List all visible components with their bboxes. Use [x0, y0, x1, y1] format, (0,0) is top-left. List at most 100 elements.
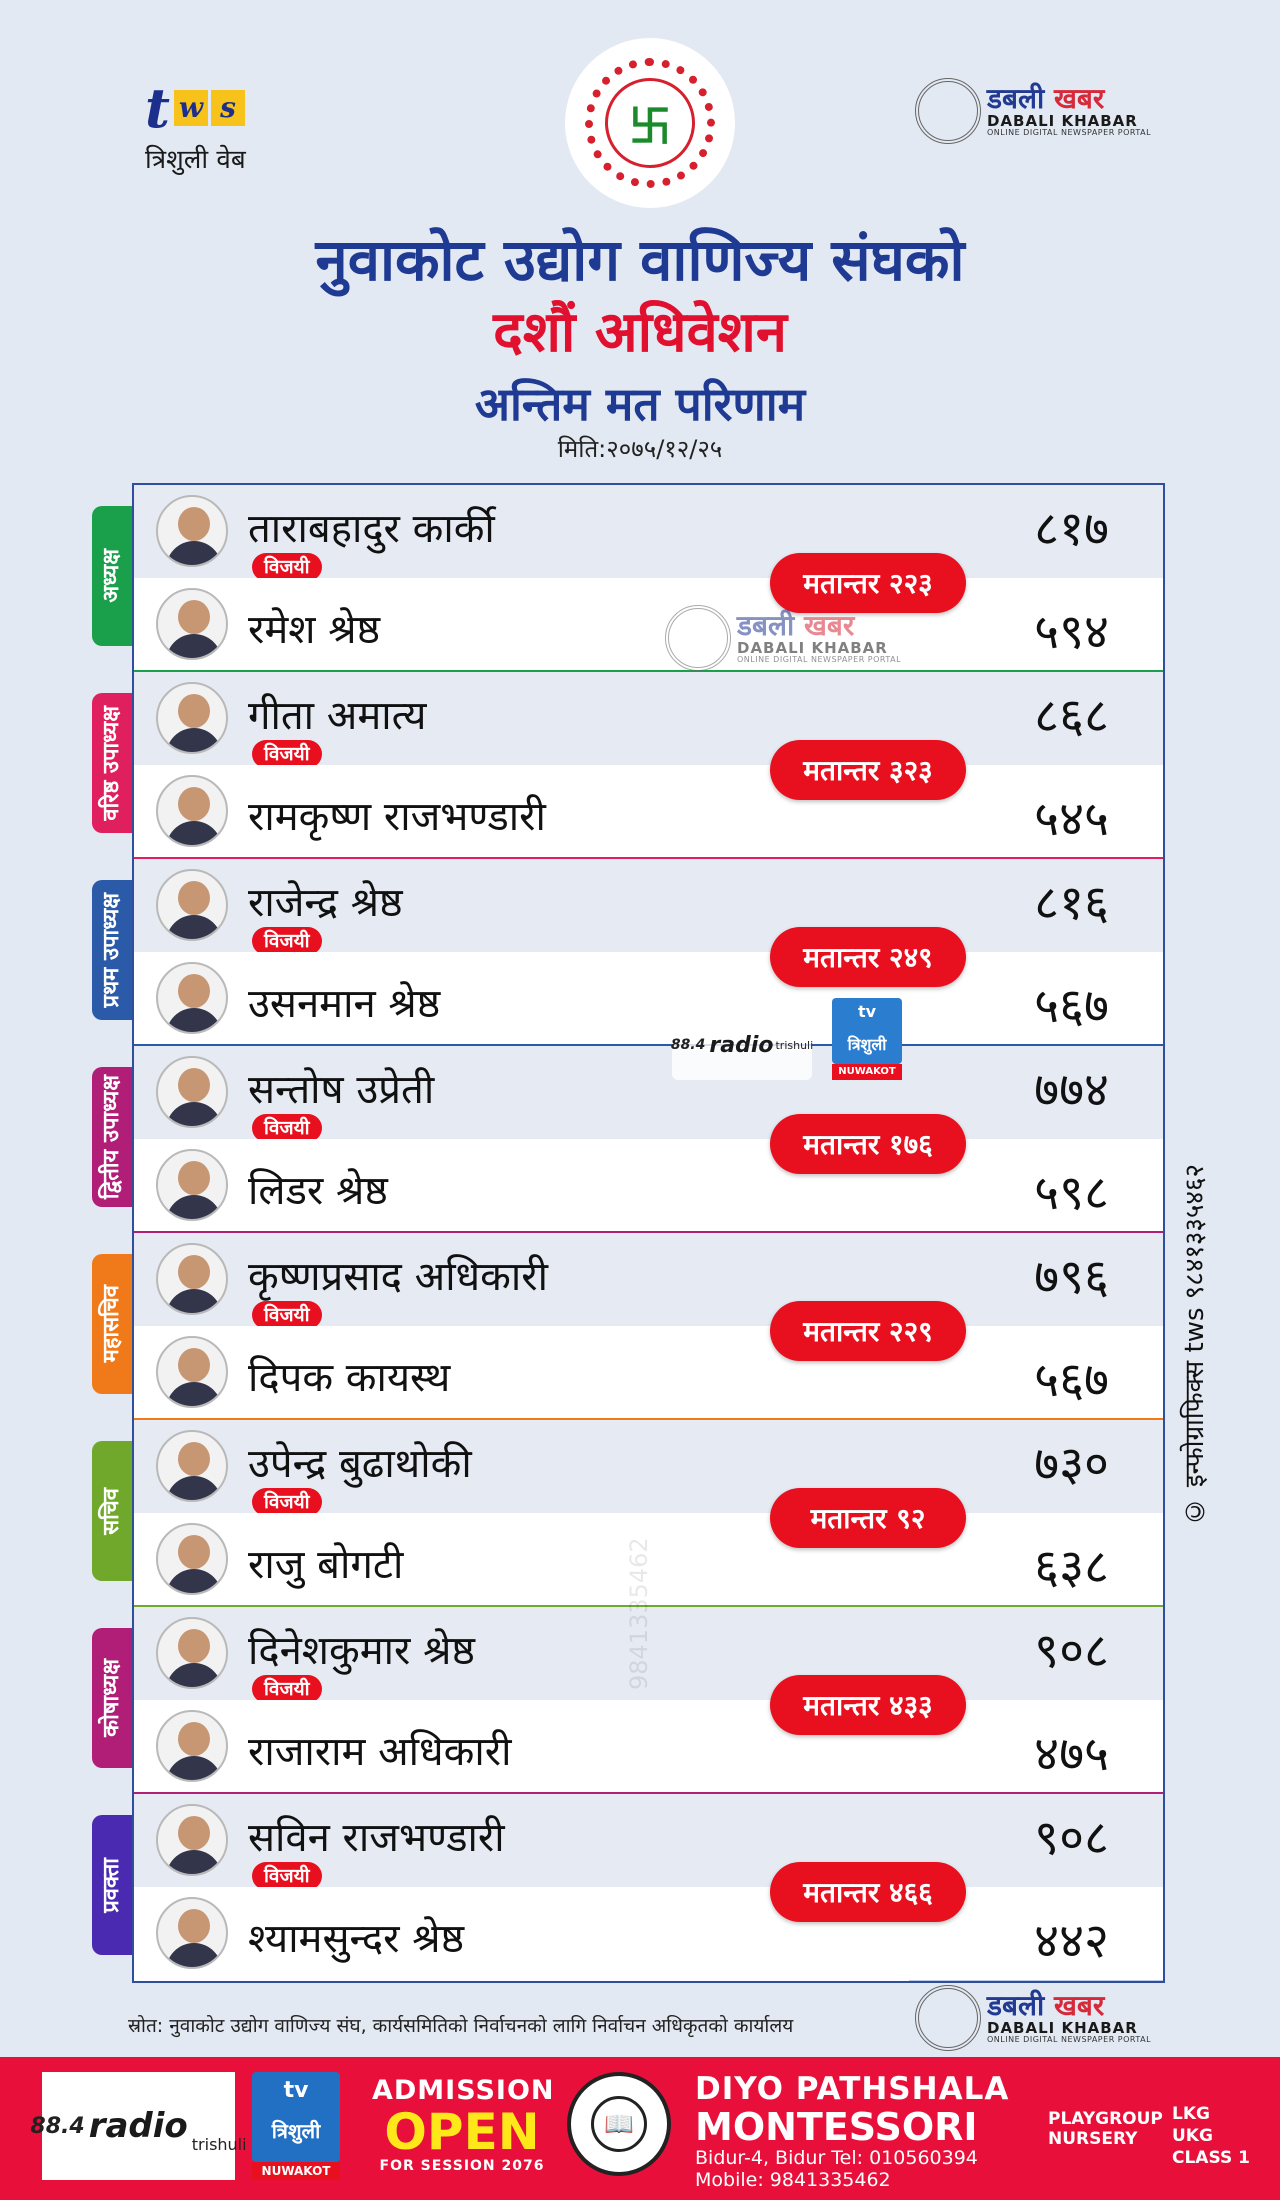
admission-line-1: ADMISSION [372, 2075, 555, 2106]
candidate-name: श्यामसुन्दर श्रेष्ठ [248, 1916, 465, 1962]
vote-margin-pill: मतान्तर ४६६ [770, 1862, 966, 1922]
position-group: राजेन्द्र श्रेष्ठ विजयी ८१६ उसनमान श्रेष्ठ ५… [134, 859, 1163, 1048]
candidate-name: कृष्णप्रसाद अधिकारी [248, 1254, 548, 1300]
avatar [156, 1149, 228, 1221]
winner-badge: विजयी [252, 927, 322, 955]
winner-row: गीता अमात्य विजयी ८६८ [134, 672, 1163, 768]
radio-freq: 88.4 [30, 2113, 85, 2139]
grade-item: NURSERY [1048, 2129, 1138, 2149]
position-title-tab: प्रवक्ता [92, 1815, 132, 1955]
radio-watermark-logo: 88.4 radio trishuli [671, 1010, 814, 1080]
radio-trishuli-logo: 88.4 radio trishuli [30, 2072, 247, 2180]
avatar [156, 775, 228, 847]
radio-word: radio [88, 2106, 188, 2146]
vote-margin-pill: मतान्तर ४३३ [770, 1675, 966, 1735]
infographic-credit: © इन्फोग्राफिक्स tws ९८४१३३५४६२ [1175, 1105, 1215, 1585]
radio-name: trishuli [775, 1038, 814, 1052]
dabali-np-1: डबली [987, 1989, 1045, 2023]
position-group: कृष्णप्रसाद अधिकारी विजयी ७९६ दिपक कायस्थ ५६… [134, 1233, 1163, 1422]
book-icon: 📖 [591, 2096, 647, 2152]
avatar [156, 869, 228, 941]
winner-badge: विजयी [252, 1488, 322, 1516]
tws-letter-w: w [173, 90, 208, 126]
tv-label: tv [283, 2078, 309, 2103]
school-name-2: MONTESSORI [695, 2105, 978, 2149]
tv-label: tv [857, 1002, 877, 1021]
dabali-en: DABALI KHABAR [987, 111, 1138, 130]
radio-name: trishuli [191, 2135, 247, 2154]
candidate-name: उसनमान श्रेष्ठ [248, 981, 441, 1027]
position-group: सन्तोष उप्रेती विजयी ७७४ लिडर श्रेष्ठ ५९८ मता… [134, 1046, 1163, 1235]
position-title-tab: वरिष्ठ उपाध्यक्ष [92, 693, 132, 833]
radio-word: radio [709, 1032, 774, 1058]
credit-text: © इन्फोग्राफिक्स tws ९८४१३३५४६२ [1180, 1164, 1210, 1526]
school-info: DIYO PATHSHALA MONTESSORI Bidur-4, Bidur… [695, 2071, 1009, 2191]
dabali-khabar-logo: डबली खबर DABALI KHABAR ONLINE DIGITAL NE… [915, 78, 1151, 144]
winner-row: सविन राजभण्डारी विजयी ९०८ [134, 1794, 1163, 1890]
tws-logo: t w s त्रिशुली वेब [145, 80, 305, 176]
winner-row: उपेन्द्र बुढाथोकी विजयी ७३० [134, 1420, 1163, 1516]
candidate-name: सन्तोष उप्रेती [248, 1067, 435, 1113]
candidate-name: राजाराम अधिकारी [248, 1729, 512, 1775]
position-title-tab: अध्यक्ष [92, 506, 132, 646]
tv-place: NUWAKOT [252, 2162, 340, 2180]
dabali-tagline: ONLINE DIGITAL NEWSPAPER PORTAL [987, 128, 1152, 138]
grade-item: PLAYGROUP [1048, 2109, 1163, 2129]
winner-badge: विजयी [252, 740, 322, 768]
position-title: सचिव [99, 1487, 124, 1535]
position-group: सविन राजभण्डारी विजयी ९०८ श्यामसुन्दर श्रेष… [134, 1794, 1163, 1981]
ring-icon [915, 1985, 981, 2051]
avatar [156, 682, 228, 754]
winner-row: ताराबहादुर कार्की विजयी ८१७ [134, 485, 1163, 581]
candidate-name: रमेश श्रेष्ठ [248, 607, 381, 653]
vote-count: ५९४ [1034, 604, 1109, 660]
grade-item: CLASS 1 [1172, 2148, 1250, 2168]
avatar [156, 495, 228, 567]
candidate-name: रामकृष्ण राजभण्डारी [248, 794, 546, 840]
chamber-emblem: 卐 [565, 38, 735, 208]
position-title: प्रथम उपाध्यक्ष [99, 892, 124, 1008]
position-title-tab: महासचिव [92, 1254, 132, 1394]
avatar [156, 1710, 228, 1782]
position-title: द्वितीय उपाध्यक्ष [99, 1074, 124, 1200]
avatar [156, 588, 228, 660]
avatar [156, 1243, 228, 1315]
avatar [156, 1336, 228, 1408]
dabali-watermark-logo: डबली खबर DABALI KHABAR ONLINE DIGITAL NE… [665, 605, 901, 671]
dabali-en: DABALI KHABAR [987, 2018, 1138, 2037]
candidate-name: उपेन्द्र बुढाथोकी [248, 1441, 472, 1487]
candidate-name: राजु बोगटी [248, 1542, 404, 1588]
school-address: Bidur-4, Bidur Tel: 010560394 [695, 2147, 978, 2169]
tv-watermark-logo: tv त्रिशुली NUWAKOT [832, 998, 902, 1082]
phone-watermark: 9841335462 [625, 1537, 653, 1690]
school-mobile: Mobile: 9841335462 [695, 2169, 891, 2191]
candidate-name: दिपक कायस्थ [248, 1355, 451, 1401]
candidate-name: ताराबहादुर कार्की [248, 506, 495, 552]
winner-row: दिनेशकुमार श्रेष्ठ विजयी ९०८ [134, 1607, 1163, 1703]
winner-badge: विजयी [252, 1675, 322, 1703]
position-title: अध्यक्ष [99, 549, 124, 603]
vote-count: ५९८ [1034, 1165, 1109, 1221]
runner-up-row: श्यामसुन्दर श्रेष्ठ ४४२ [134, 1887, 1163, 1980]
avatar [156, 1523, 228, 1595]
runner-up-row: दिपक कायस्थ ५६७ [134, 1326, 1163, 1419]
dabali-np-1: डबली [987, 82, 1045, 116]
grade-item: UKG [1172, 2126, 1213, 2146]
results-table: ताराबहादुर कार्की विजयी ८१७ रमेश श्रेष्ठ ५९४… [132, 483, 1165, 1983]
vote-count: ५६७ [1034, 978, 1109, 1034]
winner-badge: विजयी [252, 553, 322, 581]
winner-badge: विजयी [252, 1301, 322, 1329]
school-logo: 📖 [567, 2072, 671, 2176]
vote-margin-pill: मतान्तर ९२ [770, 1488, 966, 1548]
dabali-tagline: ONLINE DIGITAL NEWSPAPER PORTAL [987, 2035, 1152, 2045]
vote-count: ७७४ [1034, 1062, 1109, 1118]
vote-count: ९०८ [1034, 1623, 1109, 1679]
winner-row: राजेन्द्र श्रेष्ठ विजयी ८१६ [134, 859, 1163, 955]
vote-margin-pill: मतान्तर २४९ [770, 927, 966, 987]
dabali-np-1: डबली [737, 609, 795, 643]
avatar [156, 962, 228, 1034]
position-group: उपेन्द्र बुढाथोकी विजयी ७३० राजु बोगटी ६३८ मत… [134, 1420, 1163, 1609]
admission-line-3: FOR SESSION 2076 [379, 2158, 545, 2174]
vote-margin-pill: मतान्तर १७६ [770, 1114, 966, 1174]
page-title: नुवाकोट उद्योग वाणिज्य संघको [315, 226, 965, 294]
